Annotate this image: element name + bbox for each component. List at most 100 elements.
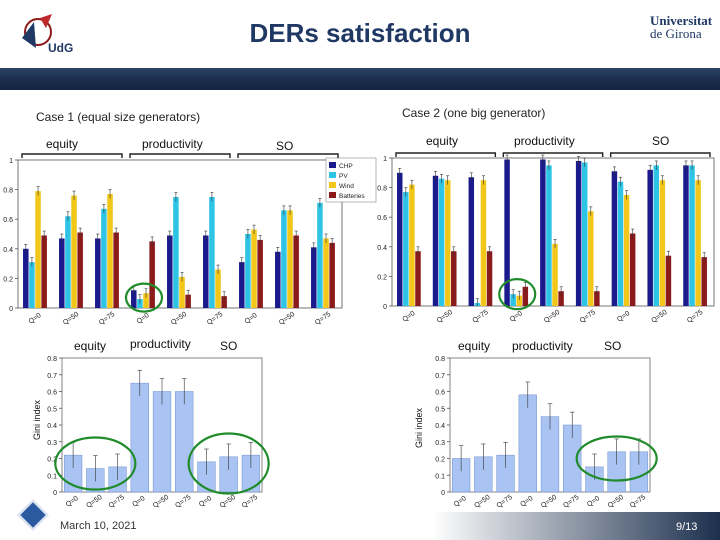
x-tick-label: Q=75 [629,494,647,510]
bar-batteries-0 [415,251,421,306]
x-tick-label: Q=0 [244,312,259,325]
y-tick-label: 0.1 [435,473,445,480]
x-tick-label: Q=0 [402,310,417,323]
x-tick-label: Q=75 [108,494,126,510]
bar-chp-2 [95,238,101,308]
y-tick-label: 0.8 [47,356,57,363]
bar-pv-1 [65,216,71,308]
y-tick-label: 1 [383,156,387,163]
bar-batteries-6 [257,239,263,308]
x-tick-label: Q=0 [616,310,631,323]
case1-productivity-label: productivity [142,137,203,151]
gini-bar-3 [518,394,537,493]
bar-pv-8 [689,165,695,306]
bar-wind-1 [71,195,77,308]
x-tick-label: Q=75 [206,311,224,327]
bar-pv-6 [617,181,624,306]
bar-wind-2 [107,194,113,308]
bar-batteries-4 [558,291,564,306]
highlight-circle-equity [54,436,137,491]
bar-pv-4 [173,197,179,308]
bar-batteries-7 [665,255,672,306]
x-tick-label: Q=0 [198,495,213,508]
legend-label-wind: Wind [339,183,354,190]
bar-batteries-3 [149,241,155,308]
bar-wind-6 [251,229,257,308]
logo-right-line1: Universitat [650,13,713,28]
bar-chp-0 [23,248,29,308]
y-tick-label: 0.1 [47,473,57,480]
x-tick-label: Q=75 [496,494,514,510]
group-bracket-2 [237,153,339,158]
bar-wind-2 [480,180,487,306]
university-name-logo: Universitat de Girona [650,14,716,54]
bar-wind-8 [695,180,701,306]
y-tick-label: 0.6 [47,390,57,397]
group-bracket-1 [129,153,231,158]
group-bracket-1 [502,152,604,157]
bar-pv-1 [438,178,445,306]
bar-wind-3 [516,295,522,306]
y-tick-label: 0 [9,306,13,313]
slide-header [0,0,720,68]
gini1-productivity-label: productivity [130,337,191,351]
legend-swatch-batteries [329,192,336,198]
x-tick-label: Q=0 [28,312,43,325]
bar-chp-1 [59,238,65,308]
bar-chp-7 [275,251,281,308]
bar-wind-0 [409,184,415,306]
x-tick-label: Q=50 [152,494,170,510]
case2-productivity-label: productivity [514,134,575,148]
bar-wind-6 [623,195,630,306]
bar-pv-7 [653,165,660,306]
x-tick-label: Q=50 [540,494,558,510]
y-tick-label: 0.8 [435,356,445,363]
x-tick-label: Q=75 [241,494,259,510]
bar-pv-0 [403,192,409,306]
x-tick-label: Q=50 [473,494,491,510]
highlight-circle-so [187,432,270,495]
x-tick-label: Q=0 [136,312,151,325]
highlight-circle [124,282,164,313]
x-tick-label: Q=0 [453,495,468,508]
x-tick-label: Q=50 [219,494,237,510]
x-tick-label: Q=50 [170,311,188,327]
bar-chp-8 [311,247,317,308]
bar-pv-6 [245,234,251,308]
bar-pv-0 [29,262,35,308]
y-tick-label: 0.6 [377,215,387,222]
bar-pv-3 [510,294,516,306]
x-tick-label: Q=50 [543,309,561,325]
group-bracket-0 [395,152,497,157]
slide-title: DERs satisfaction [249,18,471,48]
gini2-productivity-label: productivity [512,339,573,353]
logo-right-line2: de Girona [650,26,702,41]
bar-wind-5 [215,269,221,308]
header-band [0,68,720,90]
case2-equity-label: equity [426,134,459,148]
x-tick-label: Q=0 [586,495,601,508]
x-tick-label: Q=50 [650,309,668,325]
case2-so-label: SO [652,134,670,148]
x-tick-label: Q=50 [607,494,625,510]
case1-gini-chart: 00.10.20.30.40.50.60.70.8Q=0 Q=50 Q=75 Q=0 Q… [47,356,270,510]
bar-batteries-7 [293,235,299,308]
bar-pv-8 [317,202,323,308]
y-tick-label: 0.5 [47,406,57,413]
case1-satisfaction-chart: 0 0.2 0.4 0.6 0.8 1 Q=0 Q=50 Q=75 Q=0 Q=50 Q=75 Q=0 Q… [3,153,377,327]
footer-bar [0,512,720,540]
bar-chp-6 [611,171,618,306]
x-tick-label: Q=0 [131,495,146,508]
case2-satisfaction-chart: 0 0.2 0.4 0.6 0.8 1 Q=0 Q=50 Q=75 Q=0 Q=50 Q=75 Q=0 Q… [377,152,715,325]
bar-wind-7 [287,210,293,308]
y-tick-label: 0.3 [47,440,57,447]
bar-pv-4 [546,165,552,306]
bar-wind-8 [323,238,329,308]
y-tick-label: 0.7 [435,373,445,380]
bar-batteries-1 [77,232,83,308]
x-tick-label: Q=0 [65,495,80,508]
bar-wind-0 [35,191,41,308]
y-tick-label: 0.4 [47,423,57,430]
y-tick-label: 0.4 [377,245,387,252]
legend-swatch-wind [329,182,336,188]
